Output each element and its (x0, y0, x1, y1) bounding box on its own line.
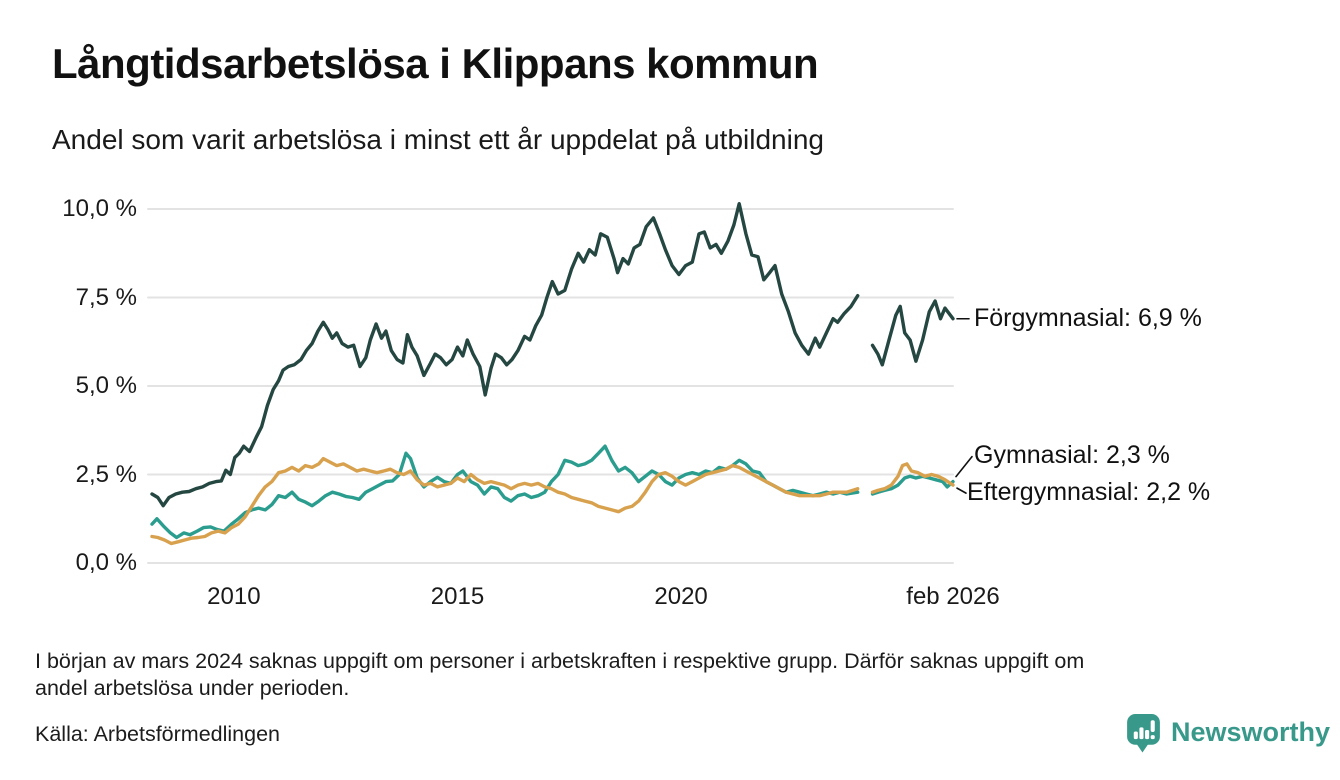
x-axis: 2010 2015 2020 feb 2026 (0, 583, 1340, 613)
source-label: Källa: Arbetsförmedlingen (35, 722, 281, 746)
series-line-förgymnasial (150, 202, 860, 508)
label-connector-eftergymnasial (956, 487, 967, 494)
series-line-gymnasial (150, 444, 860, 540)
x-axis-tick-label: feb 2026 (906, 583, 1000, 610)
page-subtitle: Andel som varit arbetslösa i minst ett å… (52, 124, 824, 155)
newsworthy-wordmark: Newsworthy (1171, 717, 1331, 747)
x-axis-tick-label: 2015 (430, 583, 485, 610)
y-axis: 0,0 % 2,5 % 5,0 % 7,5 % 10,0 % (27, 0, 137, 600)
series-line-eftergymnasial (870, 462, 955, 494)
series-end-label-eftergymnasial: Eftergymnasial: 2,2 % (967, 478, 1211, 506)
label-connector-gymnasial (955, 455, 973, 478)
x-axis-tick-label: 2020 (654, 583, 708, 610)
footnote: I början av mars 2024 saknas uppgift om … (35, 648, 1285, 702)
y-axis-tick-label: 2,5 % (75, 460, 137, 488)
y-axis-tick-label: 0,0 % (75, 549, 137, 576)
series-end-label-forgymnasial: Förgymnasial: 6,9 % (974, 304, 1202, 332)
newsworthy-chart-bubble-icon (1127, 714, 1160, 753)
footnote-line-2: andel arbetslösa under perioden. (35, 676, 350, 700)
footnote-line-1: I början av mars 2024 saknas uppgift om … (35, 649, 1085, 673)
series-end-label-gymnasial: Gymnasial: 2,3 % (974, 441, 1170, 469)
page-title: Långtidsarbetslösa i Klippans kommun (52, 40, 819, 87)
series-line-eftergymnasial (150, 456, 860, 546)
x-axis-tick-label: 2010 (207, 583, 261, 610)
newsworthy-branding: Newsworthy (1125, 712, 1330, 753)
series-line-gymnasial (870, 474, 955, 496)
y-axis-tick-label: 7,5 % (75, 283, 137, 311)
series-line-förgymnasial (870, 299, 955, 367)
y-axis-tick-label: 10,0 % (62, 195, 137, 222)
y-axis-tick-label: 5,0 % (75, 372, 137, 399)
